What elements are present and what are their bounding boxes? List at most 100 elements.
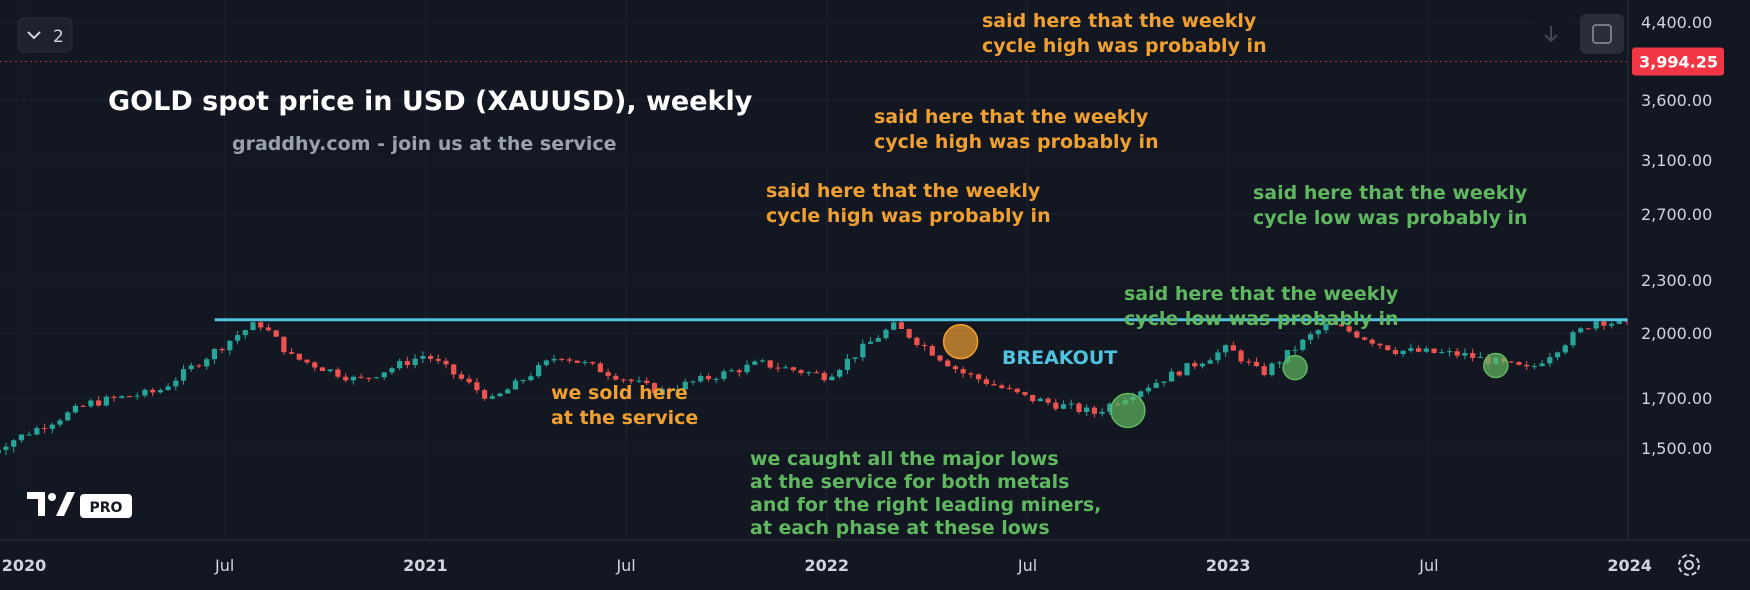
price-scale[interactable]: 4,400.00 3,600.00 3,100.00 2,700.00 2,300.00… [1641, 13, 1712, 458]
candle-body [605, 372, 611, 376]
price-tick-label: 3,600.00 [1641, 91, 1712, 110]
candle-body [389, 368, 395, 373]
candle-body [1315, 330, 1321, 335]
candle-body [304, 359, 310, 363]
candle-body [211, 348, 218, 360]
annotation-major-lows: we caught all the major lows at the serv… [750, 448, 1108, 539]
price-tick-label: 2,300.00 [1641, 271, 1712, 290]
candle-body [1346, 326, 1352, 332]
candle-body [597, 363, 603, 373]
candle-body [883, 329, 889, 339]
candle-body [0, 449, 1, 454]
candle-body [458, 374, 465, 379]
candle-body [752, 361, 758, 365]
cycle-low-marker [1483, 352, 1509, 379]
candle-body [11, 440, 17, 447]
candle-body [1006, 388, 1013, 390]
candle-body [798, 370, 804, 373]
candle-body [736, 370, 742, 373]
candle-body [1361, 337, 1368, 340]
candle-body [41, 428, 48, 430]
time-tick-label: Jul [214, 556, 234, 575]
series-count: 2 [53, 27, 64, 47]
candle-body [1516, 362, 1522, 365]
settings-gear-icon[interactable] [1678, 554, 1700, 576]
candle-body [180, 369, 187, 381]
candle-body [1423, 348, 1429, 352]
time-tick-label: Jul [1017, 556, 1037, 575]
candle-body [1601, 321, 1607, 326]
last-price-label: 3,994.25 [1639, 53, 1718, 72]
candle-body [111, 396, 117, 398]
panel-toggle-button[interactable] [1580, 14, 1624, 54]
candle-body [775, 367, 781, 369]
candle-body [126, 396, 133, 398]
candle-body [667, 388, 673, 391]
candle-body [976, 374, 982, 380]
candle-body [157, 390, 163, 393]
annotation-high-top: said here that the weekly cycle high was… [982, 10, 1267, 57]
candle-body [829, 376, 835, 381]
candle-body [204, 359, 210, 367]
square-panel-icon [1592, 24, 1612, 44]
candle-body [312, 362, 318, 368]
candle-body [88, 400, 94, 407]
candle-body [566, 359, 573, 361]
candle-body [481, 390, 488, 399]
candle-body [682, 381, 688, 390]
candle-body [165, 386, 171, 391]
candle-body [1578, 328, 1584, 333]
candle-body [1307, 334, 1314, 340]
candle-body [1593, 321, 1599, 329]
candle-body [3, 446, 9, 450]
candle-body [250, 322, 256, 331]
candle-body [1153, 382, 1159, 388]
candle-body [929, 346, 935, 356]
candle-body [397, 361, 403, 369]
price-tick-label: 2,000.00 [1641, 324, 1712, 343]
candle-body [1099, 411, 1105, 414]
candle-body [119, 396, 125, 398]
candle-body [790, 367, 796, 371]
candle-body [906, 328, 912, 338]
candle-body [173, 380, 179, 387]
price-tick-label: 4,400.00 [1641, 13, 1712, 32]
candle-body [536, 365, 542, 377]
candle-body [1060, 404, 1067, 409]
candle-body [1037, 398, 1043, 402]
candle-body [875, 338, 881, 342]
tradingview-logo: PRO [22, 488, 134, 520]
candle-body [319, 367, 326, 372]
time-scale[interactable]: 2020Jul2021Jul2022Jul2023Jul2024Jul2025J… [2, 556, 1750, 575]
candle-body [512, 380, 519, 390]
cycle-low-marker [1282, 354, 1308, 381]
candle-body [821, 372, 827, 381]
candle-body [744, 364, 750, 373]
candle-body [466, 378, 472, 383]
time-tick-label: 2020 [2, 556, 47, 575]
price-tick-label: 2,700.00 [1641, 205, 1712, 224]
candle-body [1246, 361, 1252, 363]
candle-body [867, 341, 874, 344]
candle-body [1284, 350, 1290, 363]
annotation-high-mid: said here that the weekly cycle high was… [874, 106, 1159, 153]
candle-body [1539, 363, 1545, 367]
candle-body [1570, 332, 1576, 346]
candle-body [582, 361, 588, 363]
candle-body [343, 376, 349, 381]
candle-body [1431, 348, 1437, 353]
candle-body [57, 420, 63, 425]
series-selector-button[interactable]: 2 [17, 17, 73, 53]
candle-body [1454, 351, 1460, 356]
candle-body [644, 380, 650, 384]
candle-body [1562, 345, 1568, 353]
candle-body [150, 389, 156, 393]
candle-body [1508, 361, 1514, 363]
candle-body [1068, 403, 1074, 405]
annotation-sold: we sold here at the service [551, 382, 698, 429]
candle-body [373, 377, 380, 379]
candle-body [767, 360, 773, 368]
download-button[interactable] [1531, 16, 1571, 54]
candle-body [1446, 351, 1453, 353]
